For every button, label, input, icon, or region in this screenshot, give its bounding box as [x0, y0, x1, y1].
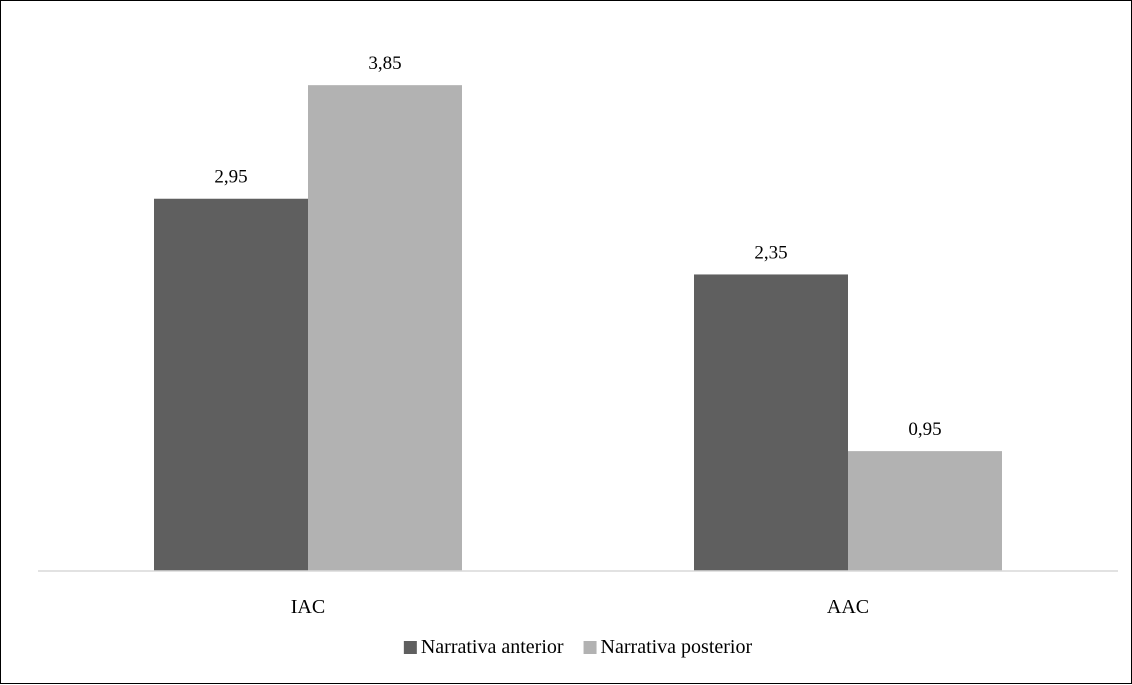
- data-labels-group: 2,95 3,85 2,35 0,95: [214, 53, 941, 440]
- x-tick-label-aac: AAC: [827, 596, 869, 618]
- legend-swatch-series-2: [583, 641, 597, 654]
- legend-swatch-series-1: [403, 641, 417, 654]
- data-label-iac-series-1: 2,95: [214, 167, 247, 188]
- legend: Narrativa anterior Narrativa posterior: [403, 636, 753, 658]
- legend-label-series-1: Narrativa anterior: [421, 636, 564, 658]
- data-label-aac-series-1: 2,35: [754, 242, 787, 263]
- x-tick-labels-group: IAC AAC: [291, 596, 869, 618]
- x-tick-label-iac: IAC: [291, 596, 325, 618]
- bar-aac-series-2: [848, 451, 1002, 571]
- bars-group: [154, 85, 1002, 572]
- bar-iac-series-1: [154, 198, 308, 571]
- bar-iac-series-2: [308, 85, 462, 572]
- data-label-iac-series-2: 3,85: [368, 53, 401, 74]
- bar-aac-series-1: [694, 274, 848, 571]
- legend-label-series-2: Narrativa posterior: [601, 636, 753, 658]
- data-label-aac-series-2: 0,95: [908, 419, 941, 440]
